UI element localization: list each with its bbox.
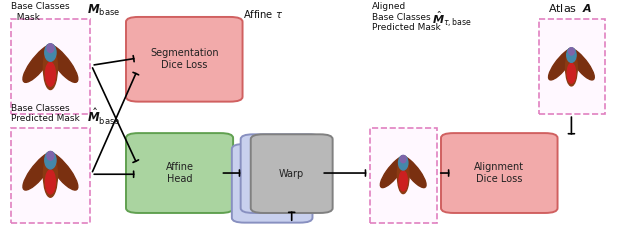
Ellipse shape — [23, 45, 54, 82]
Text: Segmentation
Dice Loss: Segmentation Dice Loss — [150, 48, 219, 70]
FancyBboxPatch shape — [539, 19, 605, 114]
Text: Aligned
Base Classes
Predicted Mask: Aligned Base Classes Predicted Mask — [372, 2, 441, 32]
Text: Alignment
Dice Loss: Alignment Dice Loss — [474, 162, 524, 184]
Ellipse shape — [45, 170, 55, 194]
Ellipse shape — [400, 156, 426, 188]
Ellipse shape — [549, 48, 575, 80]
Ellipse shape — [45, 62, 55, 86]
Ellipse shape — [399, 171, 408, 191]
FancyBboxPatch shape — [11, 128, 90, 223]
FancyBboxPatch shape — [126, 133, 233, 213]
Text: Base Classes
  Mask: Base Classes Mask — [11, 2, 70, 22]
Ellipse shape — [43, 154, 57, 197]
Ellipse shape — [399, 155, 408, 170]
FancyBboxPatch shape — [251, 134, 333, 213]
Ellipse shape — [568, 48, 575, 55]
Ellipse shape — [47, 45, 78, 82]
FancyBboxPatch shape — [11, 19, 90, 114]
Ellipse shape — [47, 151, 54, 160]
Ellipse shape — [23, 152, 54, 190]
Ellipse shape — [398, 157, 409, 194]
Ellipse shape — [43, 46, 57, 90]
Text: $\hat{\boldsymbol{M}}_{\mathrm{base}}$: $\hat{\boldsymbol{M}}_{\mathrm{base}}$ — [87, 107, 120, 127]
Ellipse shape — [47, 44, 54, 53]
FancyBboxPatch shape — [126, 17, 243, 102]
Ellipse shape — [567, 63, 576, 83]
Text: Atlas  $\boldsymbol{A}$: Atlas $\boldsymbol{A}$ — [548, 2, 592, 15]
Text: Warp: Warp — [279, 169, 304, 179]
FancyBboxPatch shape — [232, 144, 312, 223]
Ellipse shape — [45, 151, 56, 169]
Text: Base Classes
Predicted Mask: Base Classes Predicted Mask — [11, 104, 80, 123]
Ellipse shape — [47, 152, 78, 190]
FancyBboxPatch shape — [441, 133, 558, 213]
FancyBboxPatch shape — [241, 134, 321, 213]
Ellipse shape — [45, 44, 56, 61]
Ellipse shape — [566, 50, 577, 86]
Text: Affine
Head: Affine Head — [166, 162, 193, 184]
Text: Affine $\tau$: Affine $\tau$ — [243, 8, 284, 21]
FancyBboxPatch shape — [370, 128, 437, 223]
Text: $\hat{\boldsymbol{M}}_{\tau,\mathrm{base}}$: $\hat{\boldsymbol{M}}_{\tau,\mathrm{base… — [432, 10, 471, 29]
Ellipse shape — [400, 155, 406, 163]
Text: $\boldsymbol{M}_{\mathrm{base}}$: $\boldsymbol{M}_{\mathrm{base}}$ — [87, 2, 120, 17]
Ellipse shape — [567, 48, 576, 62]
Ellipse shape — [568, 48, 594, 80]
Ellipse shape — [381, 156, 406, 188]
